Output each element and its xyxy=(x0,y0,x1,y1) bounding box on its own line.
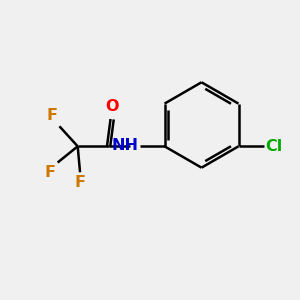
Text: Cl: Cl xyxy=(265,139,282,154)
Text: F: F xyxy=(44,166,55,181)
Text: NH: NH xyxy=(111,138,138,153)
Text: F: F xyxy=(74,175,86,190)
Text: O: O xyxy=(105,99,119,114)
Text: F: F xyxy=(46,108,57,123)
